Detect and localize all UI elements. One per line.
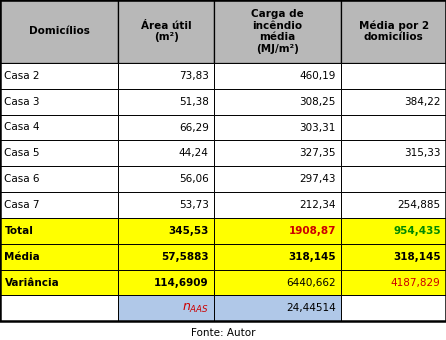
Bar xyxy=(341,166,446,192)
Text: 327,35: 327,35 xyxy=(299,148,336,158)
Text: 212,34: 212,34 xyxy=(299,200,336,210)
Text: Variância: Variância xyxy=(4,277,59,288)
Text: 954,435: 954,435 xyxy=(393,226,441,236)
Bar xyxy=(0,244,118,270)
Text: Média por 2
domicílios: Média por 2 domicílios xyxy=(359,20,429,42)
Text: 297,43: 297,43 xyxy=(299,174,336,184)
Bar xyxy=(118,218,214,244)
Bar xyxy=(214,63,341,89)
Bar xyxy=(214,166,341,192)
Bar xyxy=(0,63,118,89)
Bar xyxy=(118,192,214,218)
Bar xyxy=(214,115,341,140)
Text: 254,885: 254,885 xyxy=(397,200,441,210)
Text: 56,06: 56,06 xyxy=(179,174,209,184)
Text: 318,145: 318,145 xyxy=(393,252,441,262)
Text: 1908,87: 1908,87 xyxy=(288,226,336,236)
Text: Casa 2: Casa 2 xyxy=(4,71,40,81)
Text: Casa 5: Casa 5 xyxy=(4,148,40,158)
Bar xyxy=(118,89,214,115)
Bar xyxy=(214,0,341,63)
Text: 4187,829: 4187,829 xyxy=(391,277,441,288)
Text: Total: Total xyxy=(4,226,33,236)
Text: Fonte: Autor: Fonte: Autor xyxy=(191,327,255,338)
Text: 6440,662: 6440,662 xyxy=(286,277,336,288)
Bar xyxy=(214,218,341,244)
Bar xyxy=(214,192,341,218)
Bar xyxy=(0,218,118,244)
Bar xyxy=(118,140,214,166)
Text: 318,145: 318,145 xyxy=(288,252,336,262)
Bar xyxy=(0,270,118,295)
Text: 53,73: 53,73 xyxy=(179,200,209,210)
Text: 114,6909: 114,6909 xyxy=(154,277,209,288)
Bar xyxy=(118,295,214,321)
Bar xyxy=(341,0,446,63)
Bar xyxy=(0,166,118,192)
Bar xyxy=(118,63,214,89)
Text: Casa 4: Casa 4 xyxy=(4,122,40,133)
Text: 51,38: 51,38 xyxy=(179,97,209,107)
Bar xyxy=(118,115,214,140)
Text: 308,25: 308,25 xyxy=(299,97,336,107)
Bar xyxy=(341,63,446,89)
Text: 345,53: 345,53 xyxy=(168,226,209,236)
Bar xyxy=(341,270,446,295)
Bar xyxy=(0,89,118,115)
Bar xyxy=(0,115,118,140)
Bar xyxy=(118,166,214,192)
Bar xyxy=(118,270,214,295)
Text: 66,29: 66,29 xyxy=(179,122,209,133)
Bar xyxy=(341,244,446,270)
Text: Carga de
incêndio
média
(MJ/m²): Carga de incêndio média (MJ/m²) xyxy=(251,9,304,54)
Text: Domicílios: Domicílios xyxy=(29,27,90,36)
Bar xyxy=(341,140,446,166)
Text: Casa 3: Casa 3 xyxy=(4,97,40,107)
Bar xyxy=(341,192,446,218)
Text: 73,83: 73,83 xyxy=(179,71,209,81)
Bar xyxy=(341,89,446,115)
Bar xyxy=(118,0,214,63)
Bar xyxy=(214,295,341,321)
Text: 24,44514: 24,44514 xyxy=(286,303,336,313)
Bar xyxy=(214,89,341,115)
Text: Casa 7: Casa 7 xyxy=(4,200,40,210)
Text: 315,33: 315,33 xyxy=(404,148,441,158)
Bar xyxy=(341,218,446,244)
Bar xyxy=(214,270,341,295)
Text: Média: Média xyxy=(4,252,40,262)
Text: 384,22: 384,22 xyxy=(404,97,441,107)
Text: 44,24: 44,24 xyxy=(179,148,209,158)
Text: $\mathit{n}_{AAS}$: $\mathit{n}_{AAS}$ xyxy=(182,302,209,315)
Bar xyxy=(0,140,118,166)
Bar xyxy=(0,192,118,218)
Bar xyxy=(118,244,214,270)
Text: 57,5883: 57,5883 xyxy=(161,252,209,262)
Text: 460,19: 460,19 xyxy=(299,71,336,81)
Bar xyxy=(341,115,446,140)
Bar xyxy=(214,140,341,166)
Bar xyxy=(341,295,446,321)
Bar xyxy=(0,295,118,321)
Text: Área útil
(m²): Área útil (m²) xyxy=(141,21,191,42)
Text: Casa 6: Casa 6 xyxy=(4,174,40,184)
Bar xyxy=(0,0,118,63)
Text: 303,31: 303,31 xyxy=(299,122,336,133)
Bar xyxy=(214,244,341,270)
